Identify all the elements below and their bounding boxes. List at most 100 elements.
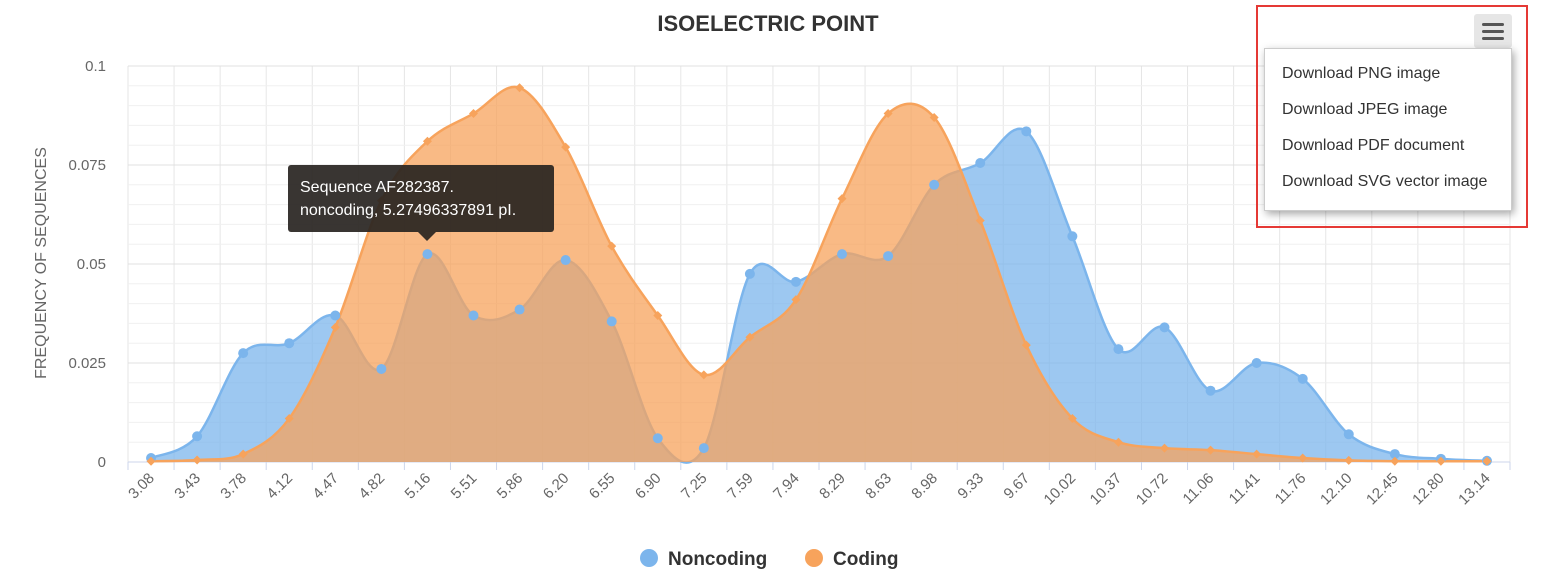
x-tick-label: 10.72 xyxy=(1133,470,1172,509)
point-coding xyxy=(1436,456,1446,466)
tooltip-line-1: Sequence AF282387. xyxy=(300,179,454,196)
x-tick-label: 12.80 xyxy=(1409,470,1448,509)
tooltip-arrow xyxy=(418,232,436,241)
point-noncoding xyxy=(883,251,894,262)
x-tick-label: 6.20 xyxy=(540,470,573,503)
point-coding xyxy=(699,370,709,380)
point-noncoding xyxy=(929,179,940,190)
point-noncoding xyxy=(652,433,663,444)
x-tick-label: 8.98 xyxy=(908,470,941,503)
legend-symbol-noncoding xyxy=(640,549,658,567)
download-pdf-item[interactable]: Download PDF document xyxy=(1282,137,1465,154)
context-menu-button[interactable] xyxy=(1474,14,1512,48)
x-tick-label: 7.94 xyxy=(770,470,803,503)
x-tick-label: 10.37 xyxy=(1087,470,1126,509)
point-noncoding xyxy=(514,304,525,315)
x-tick-label: 3.43 xyxy=(171,470,204,503)
y-tick-label: 0.05 xyxy=(77,256,106,273)
point-coding xyxy=(883,109,893,119)
point-coding xyxy=(837,194,847,204)
y-tick-label: 0.1 xyxy=(85,58,106,75)
download-jpeg-item[interactable]: Download JPEG image xyxy=(1282,101,1448,118)
point-noncoding xyxy=(1159,322,1170,333)
point-coding xyxy=(192,455,202,465)
point-coding xyxy=(1298,453,1308,463)
point-noncoding xyxy=(560,255,571,266)
x-tick-label: 5.86 xyxy=(494,470,527,503)
x-tick-label: 12.10 xyxy=(1317,470,1356,509)
point-noncoding xyxy=(698,443,709,454)
x-tick-label: 8.29 xyxy=(816,470,849,503)
point-coding xyxy=(146,456,156,466)
x-tick-label: 10.02 xyxy=(1041,470,1080,509)
point-noncoding xyxy=(330,310,341,321)
x-tick-label: 7.59 xyxy=(724,470,757,503)
point-coding xyxy=(1344,455,1354,465)
y-tick-label: 0 xyxy=(98,454,106,471)
point-noncoding xyxy=(790,276,801,287)
point-noncoding xyxy=(1343,429,1354,440)
legend-symbol-coding xyxy=(805,549,823,567)
point-coding xyxy=(1113,437,1123,447)
legend: Noncoding Coding xyxy=(640,549,898,570)
x-tick-label: 9.67 xyxy=(1000,470,1033,503)
point-coding xyxy=(1067,413,1077,423)
download-svg-item[interactable]: Download SVG vector image xyxy=(1282,173,1488,190)
x-tick-label: 4.12 xyxy=(263,470,296,503)
x-tick-label: 8.63 xyxy=(862,470,895,503)
point-coding xyxy=(515,83,525,93)
x-tick-label: 11.06 xyxy=(1180,470,1218,508)
point-noncoding xyxy=(468,310,479,321)
legend-item-noncoding[interactable]: Noncoding xyxy=(640,549,767,570)
point-coding xyxy=(1252,449,1262,459)
x-tick-label: 6.55 xyxy=(586,470,619,503)
point-coding xyxy=(238,449,248,459)
hamburger-menu-icon xyxy=(1482,37,1504,40)
point-noncoding xyxy=(1205,385,1216,396)
point-noncoding xyxy=(606,316,617,327)
point-coding xyxy=(1206,445,1216,455)
x-tick-label: 5.16 xyxy=(402,470,435,503)
point-noncoding xyxy=(192,431,203,442)
point-coding xyxy=(975,215,985,225)
x-tick-label: 5.51 xyxy=(448,470,481,503)
x-tick-label: 3.78 xyxy=(217,470,250,503)
chart-title: ISOELECTRIC POINT xyxy=(657,11,879,36)
x-tick-label: 4.47 xyxy=(309,470,342,503)
hamburger-menu-icon xyxy=(1482,30,1504,33)
point-noncoding xyxy=(376,363,387,374)
point-coding xyxy=(1482,456,1492,466)
x-tick-label: 9.33 xyxy=(954,470,987,503)
y-tick-label: 0.075 xyxy=(68,157,106,174)
hamburger-menu-icon xyxy=(1482,23,1504,26)
download-png-item[interactable]: Download PNG image xyxy=(1282,65,1441,82)
x-tick-labels: 3.08 3.43 3.78 4.12 4.47 4.82 5.16 5.51 5.86 6.20… xyxy=(125,470,1494,509)
point-noncoding xyxy=(284,338,295,349)
x-tick-label: 13.14 xyxy=(1455,470,1494,509)
point-noncoding xyxy=(837,249,848,260)
point-noncoding xyxy=(744,268,755,279)
x-tick-label: 4.82 xyxy=(356,470,389,503)
point-coding xyxy=(422,136,432,146)
legend-label-noncoding: Noncoding xyxy=(668,549,767,570)
point-coding xyxy=(1021,340,1031,350)
export-menu: Download PNG image Download JPEG image D… xyxy=(1264,48,1512,211)
point-noncoding xyxy=(975,158,986,169)
point-coding xyxy=(745,332,755,342)
point-noncoding xyxy=(422,249,433,260)
point-coding xyxy=(607,241,617,251)
y-tick-label: 0.025 xyxy=(68,355,106,372)
point-noncoding xyxy=(238,348,249,359)
x-tick-label: 7.25 xyxy=(678,470,711,503)
y-axis-title: FREQUENCY OF SEQUENCES xyxy=(33,147,50,379)
point-coding xyxy=(469,109,478,119)
point-coding xyxy=(284,413,294,423)
point-noncoding xyxy=(1021,126,1032,137)
legend-item-coding[interactable]: Coding xyxy=(805,549,898,570)
x-tick-label: 11.41 xyxy=(1226,470,1264,508)
tooltip-line-2: noncoding, 5.27496337891 pI. xyxy=(300,202,517,219)
point-coding xyxy=(330,322,340,332)
legend-label-coding: Coding xyxy=(833,549,898,570)
point-coding xyxy=(1390,456,1400,466)
point-noncoding xyxy=(1067,231,1078,242)
